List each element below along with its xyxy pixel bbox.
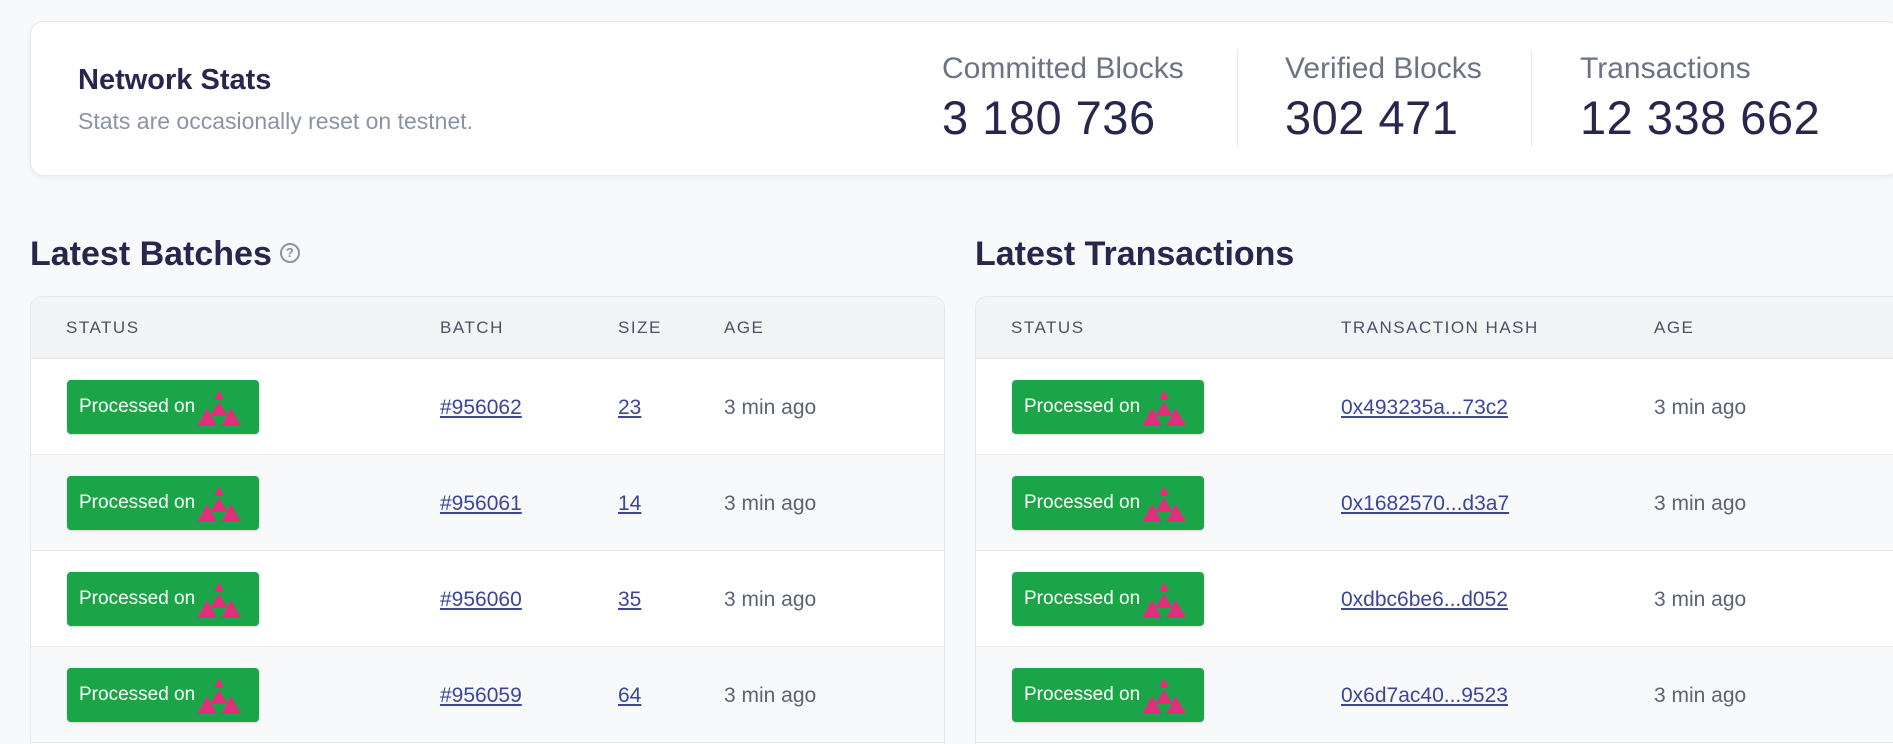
- status-text: Processed on: [1024, 588, 1141, 609]
- status-badge[interactable]: Processed on: [67, 380, 259, 434]
- latest-batches-title: Latest Batches: [30, 235, 272, 273]
- batch-age: 3 min ago: [724, 396, 817, 419]
- transaction-age: 3 min ago: [1654, 492, 1747, 515]
- network-logo-icon: [1142, 486, 1186, 522]
- batch-age: 3 min ago: [724, 684, 817, 707]
- status-badge[interactable]: Processed on: [67, 668, 259, 722]
- stat-value: 12 338 662: [1580, 91, 1821, 144]
- stat-verified-blocks: Verified Blocks 302 471: [1285, 52, 1482, 145]
- table-row: Processed on 0xdbc6be6...d052 3 min ago: [976, 551, 1893, 647]
- batch-link[interactable]: #956062: [440, 396, 522, 419]
- table-row: Processed on 0x1682570...d3a7 3 min ago: [976, 455, 1893, 551]
- table-row: Processed on #956060 35 3 min ago: [31, 551, 944, 647]
- column-header-status: STATUS: [66, 318, 140, 337]
- network-logo-icon: [197, 582, 241, 618]
- batch-link[interactable]: #956059: [440, 684, 522, 707]
- transaction-hash-link[interactable]: 0x6d7ac40...9523: [1341, 684, 1508, 707]
- status-text: Processed on: [1024, 684, 1141, 705]
- status-text: Processed on: [1024, 396, 1141, 417]
- network-stats-subtitle: Stats are occasionally reset on testnet.: [78, 108, 474, 134]
- latest-transactions-heading: Latest Transactions: [975, 235, 1294, 274]
- question-circle-icon[interactable]: ?: [279, 243, 300, 264]
- stat-committed-blocks: Committed Blocks 3 180 736: [942, 52, 1184, 145]
- status-text: Processed on: [1024, 492, 1141, 513]
- batch-size-link[interactable]: 23: [618, 396, 642, 419]
- network-logo-icon: [1142, 582, 1186, 618]
- latest-transactions-table: STATUS TRANSACTION HASH AGE Processed on…: [975, 296, 1893, 744]
- latest-transactions-title: Latest Transactions: [975, 235, 1295, 273]
- network-logo-icon: [197, 678, 241, 714]
- batch-age: 3 min ago: [724, 492, 817, 515]
- column-header-age: AGE: [1654, 318, 1695, 337]
- status-badge[interactable]: Processed on: [1012, 668, 1204, 722]
- table-row: Processed on 0x493235a...73c2 3 min ago: [976, 359, 1893, 455]
- batch-size-link[interactable]: 14: [618, 492, 642, 515]
- column-header-status: STATUS: [1011, 318, 1085, 337]
- network-logo-icon: [1142, 390, 1186, 426]
- batch-size-link[interactable]: 35: [618, 588, 642, 611]
- transaction-age: 3 min ago: [1654, 396, 1747, 419]
- table-header: STATUS BATCH SIZE AGE: [31, 297, 944, 359]
- status-badge[interactable]: Processed on: [1012, 380, 1204, 434]
- transaction-age: 3 min ago: [1654, 684, 1747, 707]
- table-header: STATUS TRANSACTION HASH AGE: [976, 297, 1893, 359]
- status-badge[interactable]: Processed on: [1012, 572, 1204, 626]
- batch-size-link[interactable]: 64: [618, 684, 642, 707]
- column-header-transaction-hash: TRANSACTION HASH: [1341, 318, 1539, 337]
- transaction-hash-link[interactable]: 0xdbc6be6...d052: [1341, 588, 1508, 611]
- table-row: Processed on 0x6d7ac40...9523 3 min ago: [976, 647, 1893, 743]
- stat-label: Verified Blocks: [1285, 52, 1482, 85]
- stat-value: 3 180 736: [942, 91, 1156, 144]
- network-logo-icon: [1142, 678, 1186, 714]
- column-header-batch: BATCH: [440, 318, 504, 337]
- network-stats-card: Network Stats Stats are occasionally res…: [30, 21, 1893, 176]
- stat-transactions: Transactions 12 338 662: [1580, 52, 1820, 145]
- transaction-hash-link[interactable]: 0x493235a...73c2: [1341, 396, 1508, 419]
- stat-label: Committed Blocks: [942, 52, 1184, 85]
- status-badge[interactable]: Processed on: [67, 572, 259, 626]
- stat-divider: [1237, 50, 1238, 147]
- status-badge[interactable]: Processed on: [1012, 476, 1204, 530]
- batch-link[interactable]: #956060: [440, 588, 522, 611]
- latest-batches-table: STATUS BATCH SIZE AGE Processed on #9560…: [30, 296, 945, 744]
- batch-link[interactable]: #956061: [440, 492, 522, 515]
- transaction-age: 3 min ago: [1654, 588, 1747, 611]
- status-text: Processed on: [79, 588, 196, 609]
- stat-value: 302 471: [1285, 91, 1459, 144]
- column-header-size: SIZE: [618, 318, 662, 337]
- network-stats-title: Network Stats: [78, 64, 272, 96]
- latest-batches-heading: Latest Batches?: [30, 235, 300, 274]
- batch-age: 3 min ago: [724, 588, 817, 611]
- table-row: Processed on #956059 64 3 min ago: [31, 647, 944, 743]
- transaction-hash-link[interactable]: 0x1682570...d3a7: [1341, 492, 1510, 515]
- status-text: Processed on: [79, 396, 196, 417]
- status-text: Processed on: [79, 684, 196, 705]
- stat-divider: [1531, 50, 1532, 147]
- table-row: Processed on #956062 23 3 min ago: [31, 359, 944, 455]
- network-logo-icon: [197, 486, 241, 522]
- status-text: Processed on: [79, 492, 196, 513]
- stat-label: Transactions: [1580, 52, 1751, 85]
- table-row: Processed on #956061 14 3 min ago: [31, 455, 944, 551]
- network-logo-icon: [197, 390, 241, 426]
- column-header-age: AGE: [724, 318, 765, 337]
- status-badge[interactable]: Processed on: [67, 476, 259, 530]
